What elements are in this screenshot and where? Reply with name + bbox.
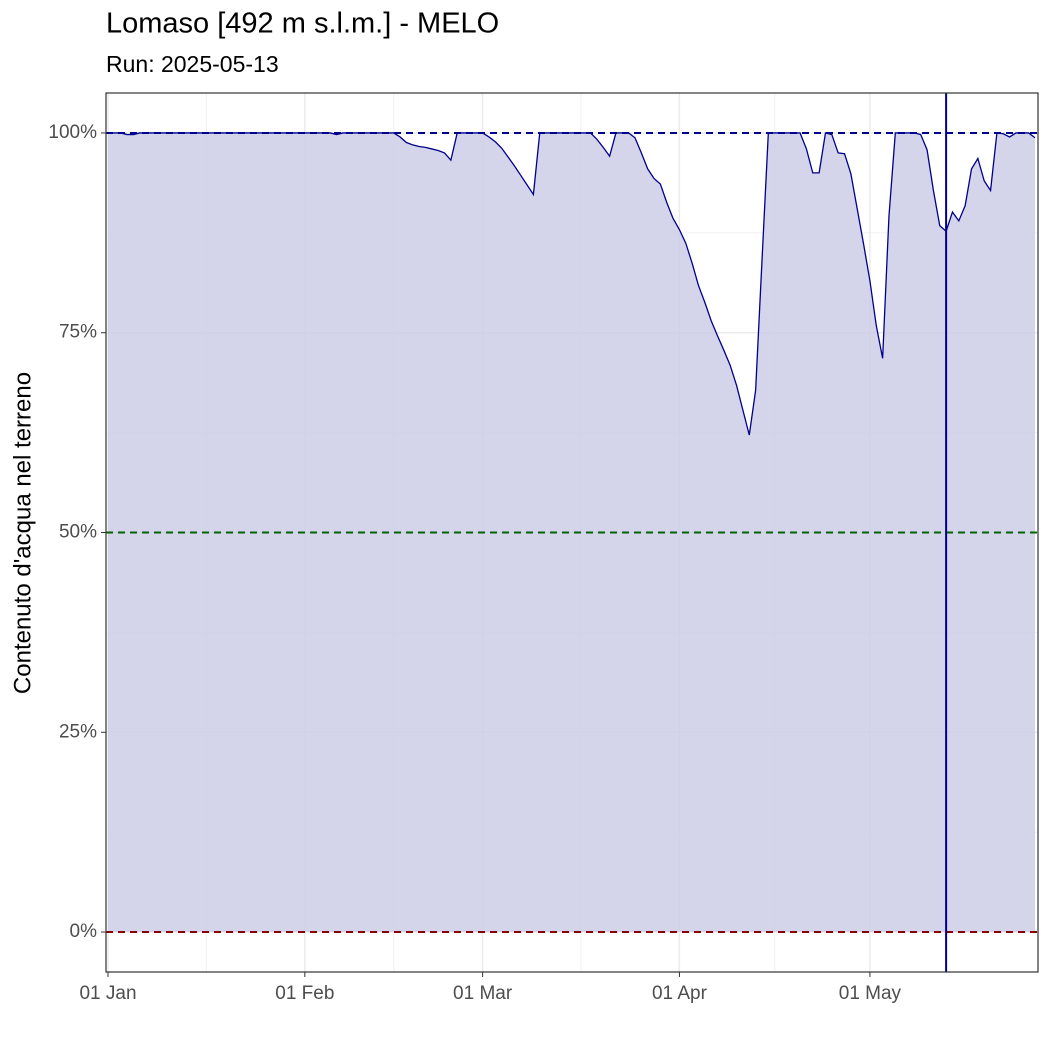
- plot-border: [105, 92, 1039, 973]
- x-tick-label: 01 Jan: [79, 983, 136, 1004]
- x-tick-label: 01 Mar: [453, 983, 513, 1004]
- x-tick-label: 01 Apr: [652, 983, 708, 1004]
- y-tick-label: 50%: [59, 522, 97, 543]
- x-tick-label: 01 Feb: [275, 983, 334, 1004]
- y-tick-label: 75%: [59, 322, 97, 343]
- chart-title: Lomaso [492 m s.l.m.] - MELO: [106, 8, 499, 40]
- chart-subtitle: Run: 2025-05-13: [106, 51, 279, 77]
- y-axis-label: Contenuto d'acqua nel terreno: [9, 372, 36, 694]
- area: [108, 132, 1035, 933]
- y-tick-label: 100%: [48, 122, 97, 143]
- y-tick-label: 0%: [70, 921, 98, 942]
- x-tick-label: 01 May: [839, 983, 902, 1004]
- y-tick-label: 25%: [59, 721, 97, 742]
